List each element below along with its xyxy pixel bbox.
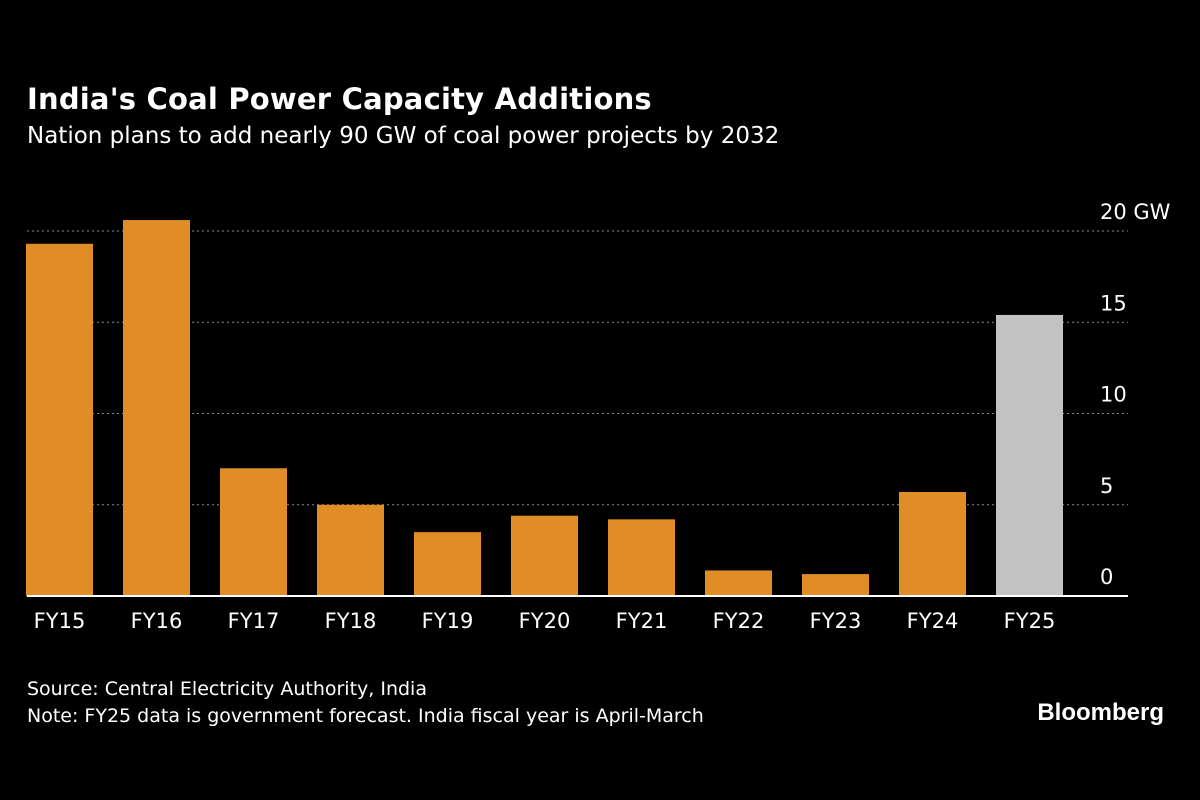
- bar-fy18: [317, 504, 384, 596]
- x-tick-label: FY23: [810, 609, 862, 633]
- chart-title: India's Coal Power Capacity Additions: [27, 82, 652, 116]
- chart-subtitle: Nation plans to add nearly 90 GW of coal…: [27, 123, 780, 149]
- bar-fy19: [414, 532, 481, 596]
- y-tick-label: 10: [1100, 383, 1127, 407]
- bar-fy22: [705, 570, 772, 596]
- footnote: Note: FY25 data is government forecast. …: [27, 705, 704, 727]
- x-tick-label: FY25: [1004, 609, 1056, 633]
- y-tick-label: 5: [1100, 474, 1113, 498]
- bar-fy25: [996, 314, 1063, 596]
- y-tick-label: 20 GW: [1100, 200, 1171, 224]
- x-tick-label: FY20: [519, 609, 571, 633]
- bar-fy16: [123, 220, 190, 597]
- bar-fy23: [802, 574, 869, 596]
- bar-fy17: [220, 468, 287, 596]
- bar-fy24: [899, 491, 966, 596]
- x-tick-label: FY16: [131, 609, 183, 633]
- x-tick-label: FY22: [713, 609, 765, 633]
- x-tick-label: FY19: [422, 609, 474, 633]
- bar-fy20: [511, 515, 578, 596]
- x-tick-label: FY17: [228, 609, 280, 633]
- bloomberg-logo: Bloomberg: [1037, 699, 1164, 726]
- bar-fy21: [608, 519, 675, 596]
- x-tick-label: FY18: [325, 609, 377, 633]
- y-tick-label: 0: [1100, 565, 1113, 589]
- x-tick-label: FY24: [907, 609, 959, 633]
- source-note: Source: Central Electricity Authority, I…: [27, 678, 427, 700]
- x-tick-label: FY21: [616, 609, 668, 633]
- x-tick-label: FY15: [34, 609, 86, 633]
- y-tick-label: 15: [1100, 291, 1127, 315]
- bar-fy15: [26, 243, 93, 596]
